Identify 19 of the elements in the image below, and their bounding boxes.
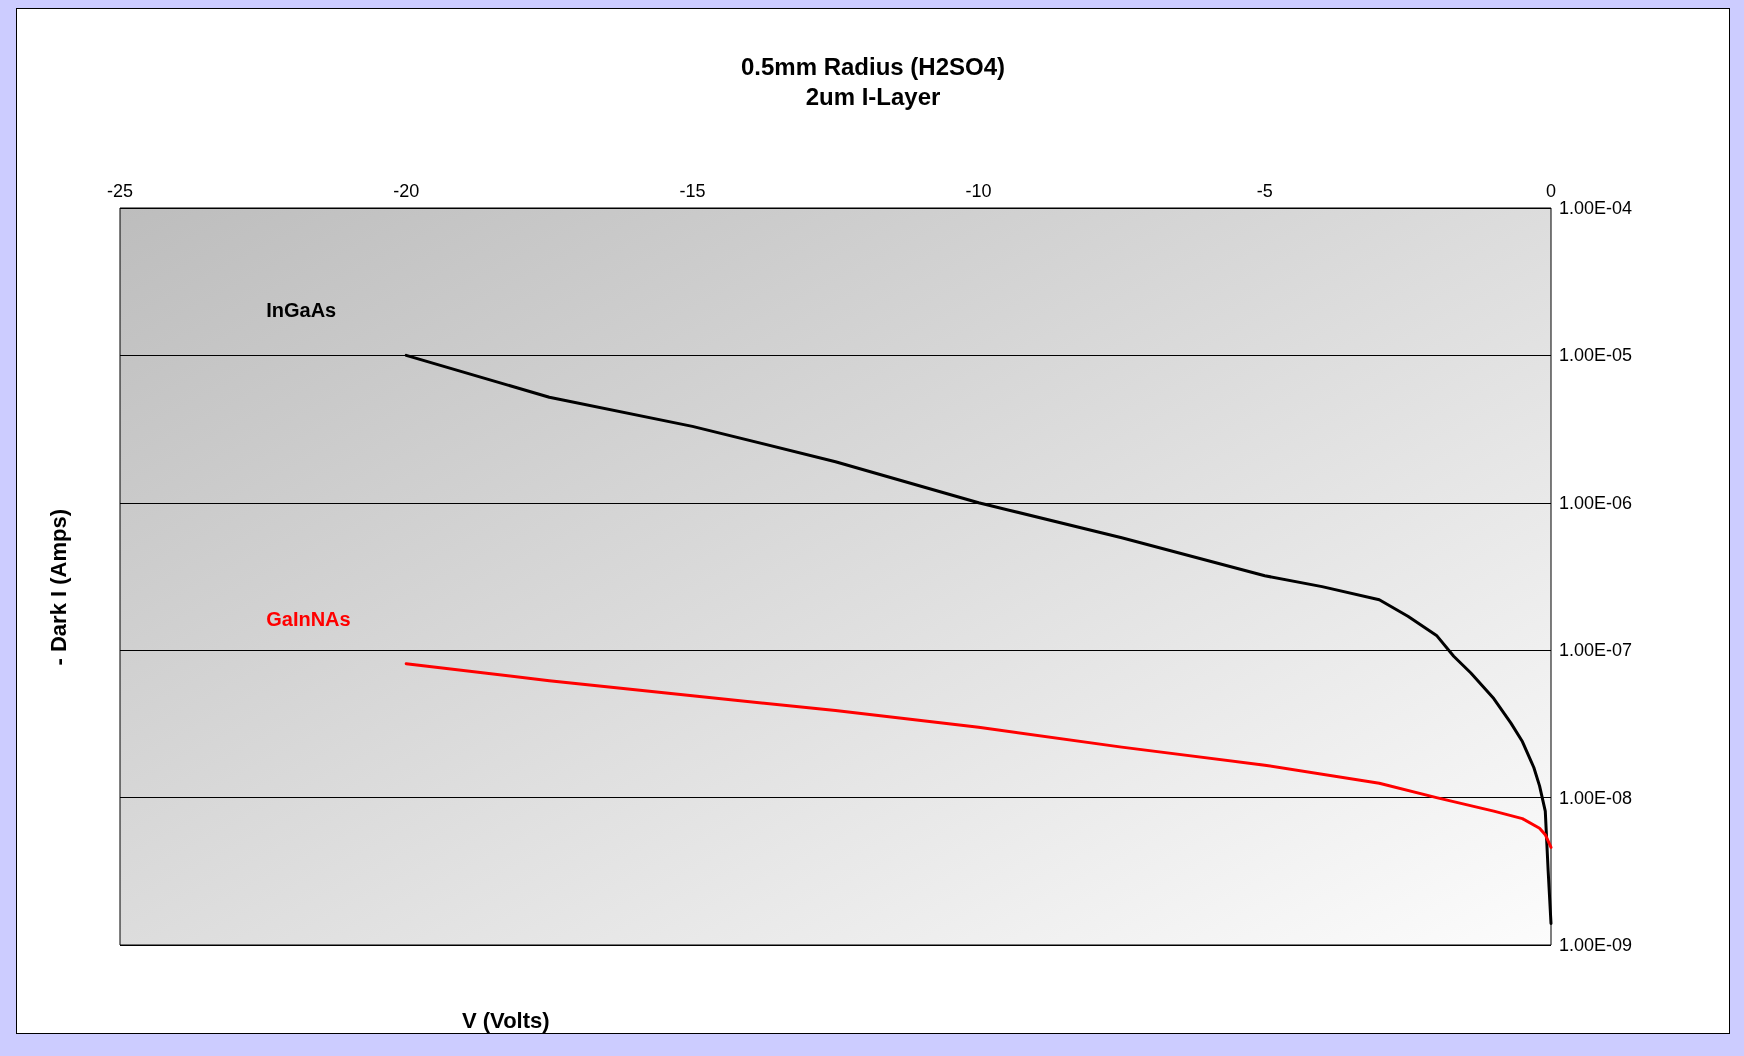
x-axis-title: V (Volts) xyxy=(462,1007,550,1033)
y-axis-title: - Dark I (Amps) xyxy=(45,508,71,666)
y-tick-label: 1.00E-07 xyxy=(1559,640,1633,661)
x-tick-label: -15 xyxy=(679,181,706,201)
x-tick-label: -20 xyxy=(393,181,420,201)
chart-title: 0.5mm Radius (H2SO4) xyxy=(740,52,1006,80)
y-tick-label: 1.00E-08 xyxy=(1559,787,1633,808)
x-tick-label: 0 xyxy=(1545,181,1557,201)
x-tick-label: -25 xyxy=(106,181,134,201)
x-tick-label: -5 xyxy=(1256,181,1273,201)
text: GaInNAs xyxy=(266,607,351,630)
text: InGaAs xyxy=(266,299,337,322)
x-tick-label: -10 xyxy=(965,181,992,201)
y-tick-label: 1.00E-09 xyxy=(1559,935,1633,955)
y-tick-label: 1.00E-04 xyxy=(1559,198,1633,218)
line-series xyxy=(404,662,1553,849)
y-tick-label: 1.00E-06 xyxy=(1559,492,1633,513)
y-tick-label: 1.00E-05 xyxy=(1559,345,1633,366)
chart-subtitle: 2um I-Layer xyxy=(805,82,941,110)
